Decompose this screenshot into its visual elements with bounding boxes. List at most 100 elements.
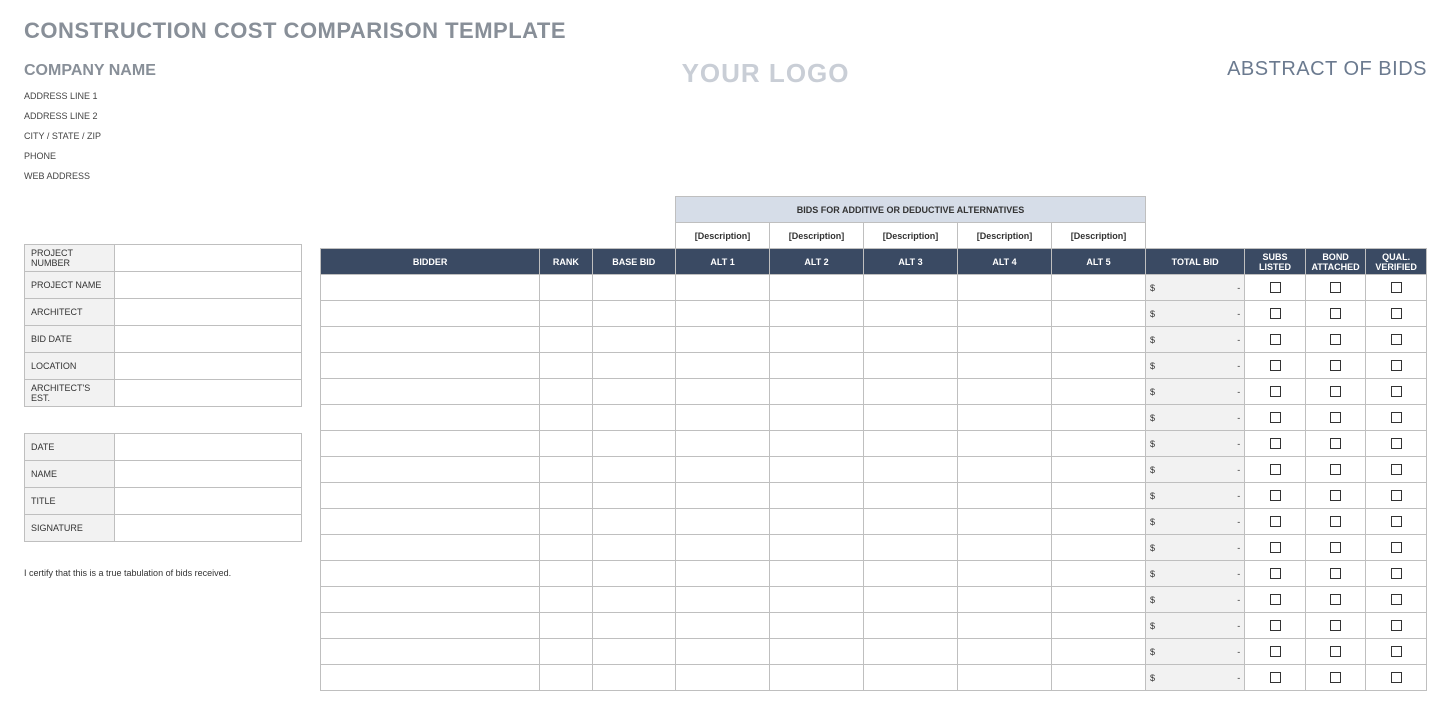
checkbox[interactable] bbox=[1391, 282, 1402, 293]
bid-cell-rank[interactable] bbox=[540, 561, 592, 587]
bid-cell-bidder[interactable] bbox=[321, 457, 540, 483]
bid-cell-alt1[interactable] bbox=[676, 379, 770, 405]
bid-cell-alt1[interactable] bbox=[676, 561, 770, 587]
bid-cell-base-bid[interactable] bbox=[592, 327, 676, 353]
bid-cell-bidder[interactable] bbox=[321, 535, 540, 561]
checkbox[interactable] bbox=[1270, 334, 1281, 345]
checkbox[interactable] bbox=[1330, 308, 1341, 319]
bid-cell-alt2[interactable] bbox=[770, 613, 864, 639]
bid-cell-base-bid[interactable] bbox=[592, 275, 676, 301]
checkbox[interactable] bbox=[1391, 360, 1402, 371]
bid-cell-bidder[interactable] bbox=[321, 431, 540, 457]
bid-cell-alt2[interactable] bbox=[770, 353, 864, 379]
bid-cell-alt3[interactable] bbox=[864, 509, 958, 535]
bid-cell-alt2[interactable] bbox=[770, 639, 864, 665]
checkbox[interactable] bbox=[1330, 282, 1341, 293]
bid-cell-alt3[interactable] bbox=[864, 561, 958, 587]
project-info-value[interactable] bbox=[115, 380, 302, 407]
bid-cell-bidder[interactable] bbox=[321, 665, 540, 691]
bid-cell-alt2[interactable] bbox=[770, 587, 864, 613]
bid-cell-alt3[interactable] bbox=[864, 587, 958, 613]
bid-cell-alt4[interactable] bbox=[958, 509, 1052, 535]
signoff-value[interactable] bbox=[115, 488, 302, 515]
bid-cell-rank[interactable] bbox=[540, 587, 592, 613]
alt-description[interactable]: [Description] bbox=[770, 223, 864, 249]
bid-cell-alt3[interactable] bbox=[864, 327, 958, 353]
bid-cell-alt4[interactable] bbox=[958, 405, 1052, 431]
bid-cell-alt5[interactable] bbox=[1052, 301, 1146, 327]
bid-cell-alt3[interactable] bbox=[864, 457, 958, 483]
bid-cell-alt3[interactable] bbox=[864, 535, 958, 561]
checkbox[interactable] bbox=[1270, 464, 1281, 475]
bid-cell-rank[interactable] bbox=[540, 275, 592, 301]
bid-cell-bidder[interactable] bbox=[321, 639, 540, 665]
bid-cell-alt4[interactable] bbox=[958, 379, 1052, 405]
checkbox[interactable] bbox=[1391, 490, 1402, 501]
bid-cell-alt4[interactable] bbox=[958, 431, 1052, 457]
checkbox[interactable] bbox=[1270, 542, 1281, 553]
checkbox[interactable] bbox=[1391, 568, 1402, 579]
bid-cell-alt2[interactable] bbox=[770, 665, 864, 691]
bid-cell-alt2[interactable] bbox=[770, 483, 864, 509]
bid-cell-alt4[interactable] bbox=[958, 561, 1052, 587]
bid-cell-base-bid[interactable] bbox=[592, 587, 676, 613]
bid-cell-base-bid[interactable] bbox=[592, 535, 676, 561]
bid-cell-bidder[interactable] bbox=[321, 613, 540, 639]
bid-cell-base-bid[interactable] bbox=[592, 353, 676, 379]
checkbox[interactable] bbox=[1270, 568, 1281, 579]
bid-cell-alt5[interactable] bbox=[1052, 613, 1146, 639]
bid-cell-alt3[interactable] bbox=[864, 405, 958, 431]
bid-cell-base-bid[interactable] bbox=[592, 405, 676, 431]
bid-cell-base-bid[interactable] bbox=[592, 483, 676, 509]
bid-cell-alt2[interactable] bbox=[770, 301, 864, 327]
checkbox[interactable] bbox=[1391, 308, 1402, 319]
checkbox[interactable] bbox=[1330, 542, 1341, 553]
bid-cell-alt5[interactable] bbox=[1052, 405, 1146, 431]
checkbox[interactable] bbox=[1330, 386, 1341, 397]
bid-cell-alt4[interactable] bbox=[958, 587, 1052, 613]
checkbox[interactable] bbox=[1330, 620, 1341, 631]
bid-cell-alt4[interactable] bbox=[958, 275, 1052, 301]
bid-cell-bidder[interactable] bbox=[321, 327, 540, 353]
bid-cell-alt1[interactable] bbox=[676, 327, 770, 353]
alt-description[interactable]: [Description] bbox=[676, 223, 770, 249]
checkbox[interactable] bbox=[1270, 646, 1281, 657]
checkbox[interactable] bbox=[1391, 646, 1402, 657]
bid-cell-base-bid[interactable] bbox=[592, 665, 676, 691]
checkbox[interactable] bbox=[1391, 464, 1402, 475]
checkbox[interactable] bbox=[1270, 438, 1281, 449]
bid-cell-rank[interactable] bbox=[540, 379, 592, 405]
bid-cell-alt4[interactable] bbox=[958, 457, 1052, 483]
bid-cell-rank[interactable] bbox=[540, 457, 592, 483]
checkbox[interactable] bbox=[1391, 334, 1402, 345]
bid-cell-rank[interactable] bbox=[540, 639, 592, 665]
bid-cell-alt3[interactable] bbox=[864, 353, 958, 379]
checkbox[interactable] bbox=[1391, 412, 1402, 423]
bid-cell-alt1[interactable] bbox=[676, 275, 770, 301]
bid-cell-base-bid[interactable] bbox=[592, 639, 676, 665]
checkbox[interactable] bbox=[1270, 282, 1281, 293]
bid-cell-alt2[interactable] bbox=[770, 535, 864, 561]
bid-cell-alt1[interactable] bbox=[676, 457, 770, 483]
bid-cell-alt1[interactable] bbox=[676, 431, 770, 457]
bid-cell-alt2[interactable] bbox=[770, 561, 864, 587]
checkbox[interactable] bbox=[1391, 542, 1402, 553]
checkbox[interactable] bbox=[1270, 412, 1281, 423]
bid-cell-rank[interactable] bbox=[540, 327, 592, 353]
checkbox[interactable] bbox=[1391, 672, 1402, 683]
bid-cell-alt4[interactable] bbox=[958, 535, 1052, 561]
bid-cell-bidder[interactable] bbox=[321, 301, 540, 327]
bid-cell-alt5[interactable] bbox=[1052, 535, 1146, 561]
bid-cell-base-bid[interactable] bbox=[592, 457, 676, 483]
checkbox[interactable] bbox=[1270, 516, 1281, 527]
project-info-value[interactable] bbox=[115, 272, 302, 299]
checkbox[interactable] bbox=[1330, 646, 1341, 657]
bid-cell-rank[interactable] bbox=[540, 353, 592, 379]
bid-cell-rank[interactable] bbox=[540, 509, 592, 535]
bid-cell-alt2[interactable] bbox=[770, 509, 864, 535]
bid-cell-base-bid[interactable] bbox=[592, 561, 676, 587]
bid-cell-alt1[interactable] bbox=[676, 587, 770, 613]
bid-cell-bidder[interactable] bbox=[321, 587, 540, 613]
bid-cell-alt1[interactable] bbox=[676, 535, 770, 561]
signoff-value[interactable] bbox=[115, 515, 302, 542]
